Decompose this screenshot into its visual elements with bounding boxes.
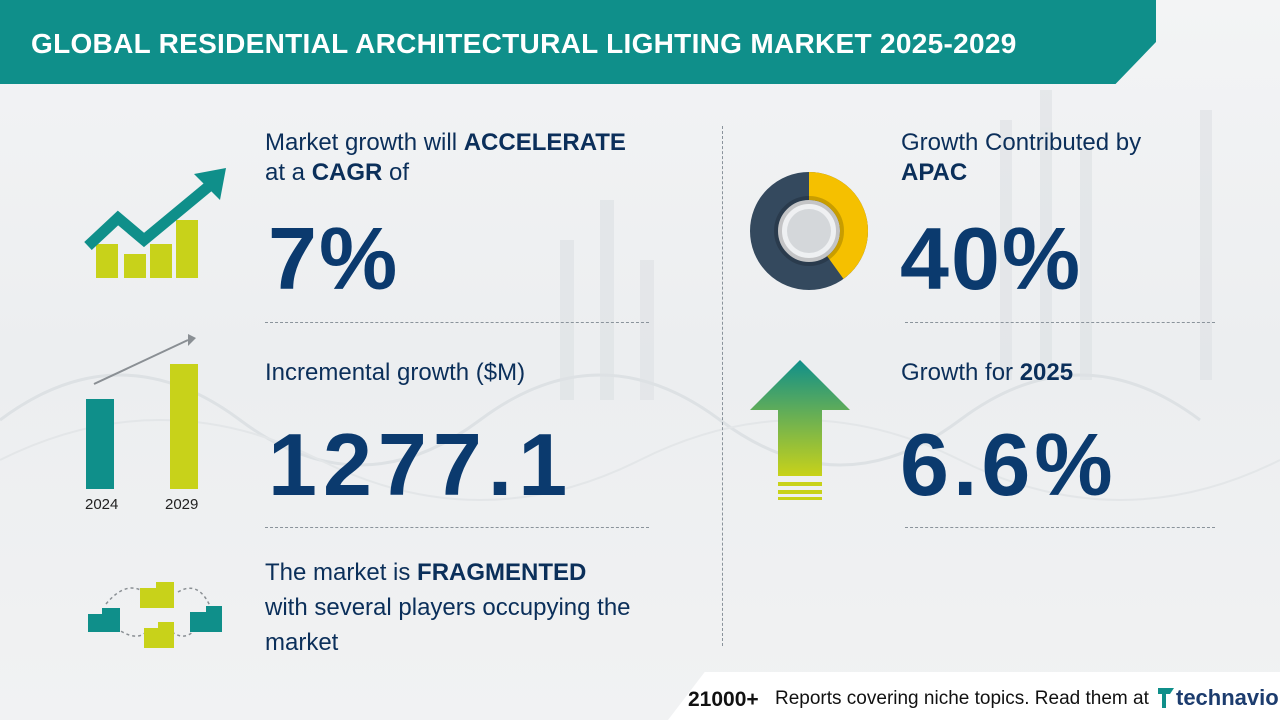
- technavio-brand-text: technavio: [1176, 685, 1279, 710]
- divider-left-2: [265, 527, 649, 528]
- footer-text: Reports covering niche topics. Read them…: [775, 688, 1149, 709]
- footer-report-count: 21000+: [688, 688, 759, 711]
- incremental-value: 1277.1: [268, 415, 574, 514]
- technavio-logo[interactable]: technavio: [1158, 685, 1279, 711]
- cagr-label-emphasis: ACCELERATE: [463, 129, 626, 156]
- cagr-label-line1: Market growth will ACCELERATE: [265, 129, 626, 157]
- page-title: GLOBAL RESIDENTIAL ARCHITECTURAL LIGHTIN…: [31, 28, 1017, 59]
- cagr-label-cagr: CAGR: [311, 159, 383, 186]
- divider-left-1: [265, 322, 649, 323]
- yoy-label-year: 2025: [1019, 359, 1074, 386]
- fragmented-line3: market: [265, 629, 339, 656]
- yoy-label-prefix: Growth for: [901, 359, 1020, 386]
- buildings-network-icon: [88, 582, 222, 648]
- center-divider: [722, 126, 723, 646]
- fragmented-line1: The market is FRAGMENTED: [265, 559, 586, 587]
- region-label-line2: APAC: [901, 159, 968, 186]
- divider-right-1: [905, 322, 1215, 323]
- donut-region-segment: [750, 172, 868, 290]
- up-arrow-icon: [750, 360, 850, 500]
- incremental-bars-icon: [86, 334, 198, 489]
- fragmented-emphasis: FRAGMENTED: [417, 559, 587, 586]
- cagr-value: 7%: [268, 209, 400, 308]
- growth-chart-icon: [84, 168, 226, 278]
- title-banner: [0, 0, 1156, 84]
- cagr-label-prefix2: at a: [265, 159, 312, 186]
- year-end-label: 2029: [165, 496, 199, 513]
- fragmented-prefix: The market is: [265, 559, 418, 586]
- region-label-line1: Growth Contributed by: [901, 129, 1142, 156]
- yoy-value: 6.6%: [900, 415, 1117, 514]
- incremental-label: Incremental growth ($M): [265, 359, 526, 386]
- divider-right-2: [905, 527, 1215, 528]
- footer-banner: [668, 672, 1280, 720]
- year-start-label: 2024: [85, 496, 119, 513]
- region-value: 40%: [900, 209, 1083, 308]
- cagr-label-suffix: of: [382, 159, 410, 186]
- cagr-label-prefix: Market growth will: [265, 129, 464, 156]
- technavio-logo-icon: [1158, 688, 1174, 708]
- cagr-label-line2: at a CAGR of: [265, 159, 409, 187]
- fragmented-line2: with several players occupying the: [265, 594, 631, 621]
- yoy-label: Growth for 2025: [901, 359, 1073, 387]
- region-share-donut-icon: [750, 172, 868, 290]
